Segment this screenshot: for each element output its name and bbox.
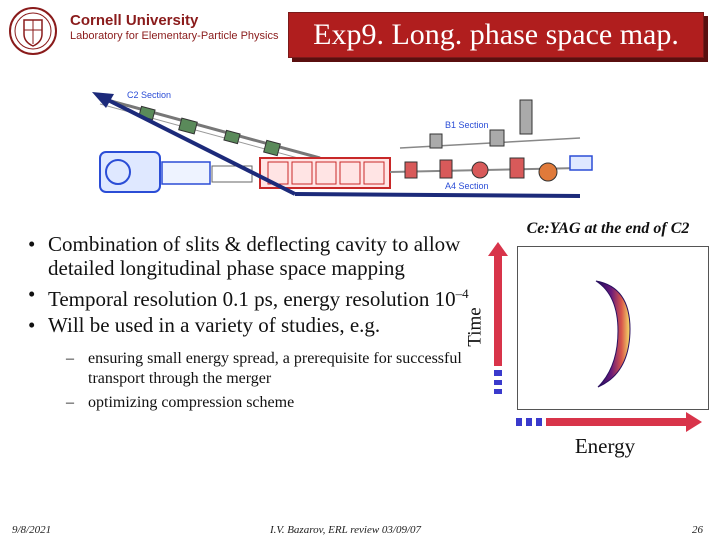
university-name: Cornell University Laboratory for Elemen… [70, 12, 278, 43]
gun-drawing [99, 151, 253, 193]
energy-axis-label: Energy [574, 434, 636, 458]
phase-space-image [595, 280, 631, 388]
beamline-schematic: C2 Section B1 Section A4 Section [80, 78, 600, 203]
bullet-text: Combination of slits & deflecting cavity… [48, 232, 461, 280]
bullet-exponent: –4 [455, 286, 469, 301]
phase-space-frame [517, 246, 709, 410]
bullet-list: • Combination of slits & deflecting cavit… [22, 232, 470, 413]
cryomodule-drawing [259, 157, 391, 189]
figure-caption: Ce:YAG at the end of C2 [526, 220, 690, 237]
sub-bullet-text: ensuring small energy spread, a prerequi… [88, 350, 462, 387]
sub-bullet-item: – ensuring small energy spread, a prerequ… [22, 349, 470, 389]
lab-name: Laboratory for Elementary-Particle Physi… [70, 30, 279, 42]
bullet-dot-icon: • [28, 313, 36, 337]
page-number: 26 [692, 524, 703, 536]
header-bar: Cornell University Laboratory for Elemen… [0, 0, 720, 58]
footer-author: I.V. Bazarov, ERL review 03/09/07 [270, 524, 422, 536]
energy-arrow-icon [516, 412, 702, 432]
dash-icon: – [66, 394, 74, 411]
time-axis-label-box: Time [464, 296, 496, 356]
cornell-seal-icon [9, 7, 57, 55]
dash-icon: – [66, 350, 74, 367]
time-arrow-icon [488, 242, 508, 394]
bullet-dot-icon: • [28, 282, 36, 306]
c2-section-label: C2 Section [127, 90, 171, 100]
a4-section-label: A4 Section [445, 181, 489, 191]
bullet-item: • Temporal resolution 0.1 ps, energy reso… [22, 282, 470, 311]
sub-bullet-text: optimizing compression scheme [88, 394, 295, 411]
sub-bullet-item: – optimizing compression scheme [22, 393, 470, 413]
time-axis-label: Time [464, 307, 486, 347]
bullet-text: Will be used in a variety of studies, e.… [48, 313, 381, 337]
b1-section-label: B1 Section [445, 120, 489, 130]
university-title: Cornell University [70, 12, 199, 29]
bullet-item: • Will be used in a variety of studies, e… [22, 313, 470, 337]
slide-title-box: Exp9. Long. phase space map. [288, 12, 704, 58]
bullet-dot-icon: • [28, 232, 36, 256]
footer-date: 9/8/2021 [12, 524, 52, 536]
bullet-item: • Combination of slits & deflecting cavit… [22, 232, 470, 280]
c2-arrow [92, 92, 581, 198]
bullet-text: Temporal resolution 0.1 ps, energy resol… [48, 287, 456, 311]
slide-title: Exp9. Long. phase space map. [313, 18, 679, 51]
